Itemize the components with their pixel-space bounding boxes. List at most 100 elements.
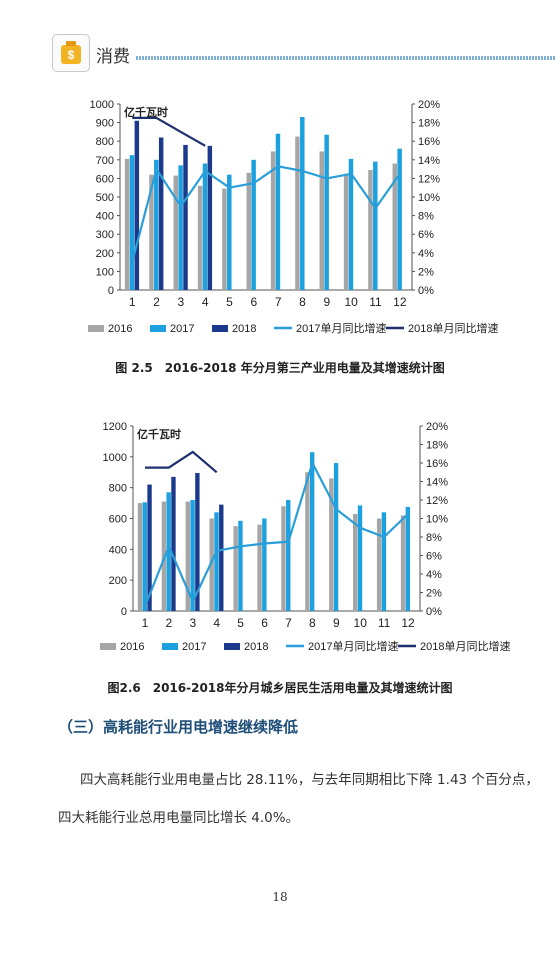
- bar-2017: [251, 159, 256, 290]
- bar-2018: [207, 145, 213, 290]
- legend-item: 2018单月同比增速: [398, 639, 510, 653]
- right-tick-label: 20%: [418, 99, 440, 111]
- right-tick-label: 0%: [426, 606, 442, 618]
- legend-item: 2018单月同比增速: [386, 321, 498, 335]
- bar-2017: [373, 161, 378, 290]
- bar-2016: [353, 513, 358, 611]
- right-tick-label: 14%: [418, 155, 440, 167]
- bar-2018: [134, 120, 140, 291]
- bar-2017: [357, 505, 363, 611]
- right-tick-label: 18%: [426, 440, 448, 452]
- chart-legend: 2016 2017 2018 2017单月同比增速 2018单月同比增速: [100, 639, 510, 653]
- line-2018单月同比增速: [132, 116, 206, 147]
- left-tick-label: 200: [96, 248, 114, 260]
- x-tick-label: 2: [153, 295, 160, 309]
- bar-2017: [300, 117, 305, 290]
- bar-2016: [343, 173, 349, 290]
- right-tick-label: 6%: [426, 551, 442, 563]
- left-tick-label: 900: [96, 118, 114, 130]
- page-number: 18: [272, 890, 288, 904]
- chart-residential: 0 200 400 600 800 1000 1200 0% 2% 4% 6% 8% 10% 12% 14%…: [100, 421, 510, 653]
- bar-2016: [329, 478, 334, 611]
- bar-2017: [227, 174, 232, 290]
- left-tick-label: 300: [96, 229, 114, 241]
- section-header-title: 消费: [96, 47, 130, 67]
- legend-swatch: [100, 643, 116, 650]
- bar-2016: [149, 174, 154, 290]
- x-tick-label: 11: [378, 616, 391, 630]
- left-tick-label: 1000: [103, 452, 127, 464]
- legend-label: 2017单月同比增速: [308, 639, 398, 653]
- x-tick-label: 8: [309, 616, 316, 630]
- x-tick-label: 6: [250, 295, 257, 309]
- legend-label: 2017: [182, 641, 206, 653]
- x-tick-label: 10: [344, 295, 358, 309]
- left-tick-label: 0: [108, 285, 114, 297]
- legend-swatch: [88, 325, 104, 332]
- bar-2017: [405, 506, 411, 611]
- left-tick-label: 1000: [90, 99, 114, 111]
- x-tick-label: 2: [166, 616, 173, 630]
- left-tick-label: 600: [109, 514, 127, 526]
- left-tick-label: 600: [96, 173, 114, 185]
- left-tick-label: 0: [121, 606, 127, 618]
- x-tick-label: 7: [275, 295, 282, 309]
- legend-item: 2017: [150, 323, 194, 335]
- chart-tertiary-industry: 0 100 200 300 400 500 600 700 800 900 1000 0% 2% 4% 6%…: [88, 99, 498, 335]
- right-tick-label: 16%: [426, 458, 448, 470]
- legend-item: 2018: [212, 323, 256, 335]
- bar-2016: [222, 188, 227, 290]
- bar-2016: [197, 185, 203, 290]
- unit-label: 亿千瓦时: [137, 427, 181, 441]
- bar-2017: [333, 463, 339, 611]
- left-tick-label: 1200: [103, 421, 127, 433]
- bar-2016: [368, 170, 373, 290]
- logo-badge: $: [52, 34, 90, 72]
- right-tick-label: 0%: [418, 285, 434, 297]
- bar-2018: [219, 504, 224, 611]
- legend-label: 2016: [120, 641, 144, 653]
- left-tick-label: 200: [109, 575, 127, 587]
- bar-2018: [183, 144, 188, 290]
- bar-2017: [275, 133, 281, 290]
- bar-2017: [129, 155, 135, 290]
- x-tick-label: 11: [369, 295, 382, 309]
- bar-2016: [400, 515, 406, 611]
- legend-label: 2016: [108, 323, 132, 335]
- bar-2017: [286, 500, 291, 611]
- bar-2017: [238, 520, 243, 611]
- legend-swatch: [162, 643, 178, 650]
- line-2017单月同比增速: [131, 165, 401, 263]
- legend-item: 2017单月同比增速: [274, 321, 386, 335]
- bar-2016: [305, 472, 310, 611]
- x-tick-label: 9: [323, 295, 330, 309]
- bar-2016: [270, 151, 276, 290]
- legend-swatch: [150, 325, 166, 332]
- bar-2017: [348, 158, 354, 290]
- bar-2016: [233, 526, 238, 611]
- x-tick-label: 5: [226, 295, 233, 309]
- right-tick-label: 12%: [426, 495, 448, 507]
- legend-label: 2018: [244, 641, 268, 653]
- paragraph-line-2: 四大耗能行业总用电量同比增长 4.0%。: [58, 810, 300, 826]
- right-tick-label: 12%: [418, 173, 440, 185]
- legend-label: 2018单月同比增速: [408, 321, 498, 335]
- right-tick-label: 18%: [418, 118, 440, 130]
- x-tick-label: 12: [393, 295, 407, 309]
- chart1-caption: 图 2.5 2016-2018 年分月第三产业用电量及其增速统计图: [115, 361, 445, 375]
- right-tick-label: 6%: [418, 229, 434, 241]
- bar-2016: [319, 151, 324, 290]
- bar-2016: [295, 136, 300, 290]
- line-2017单月同比增速: [143, 461, 409, 607]
- left-tick-label: 400: [96, 211, 114, 223]
- legend-item: 2016: [100, 641, 144, 653]
- bar-2017: [262, 518, 267, 611]
- bar-2016: [257, 524, 262, 611]
- legend-item: 2017单月同比增速: [286, 639, 398, 653]
- bar-2017: [214, 512, 219, 611]
- x-tick-label: 3: [177, 295, 184, 309]
- bar-2018: [195, 473, 200, 611]
- bar-2016: [281, 506, 286, 611]
- x-tick-label: 6: [261, 616, 268, 630]
- line-2018单月同比增速: [145, 450, 218, 474]
